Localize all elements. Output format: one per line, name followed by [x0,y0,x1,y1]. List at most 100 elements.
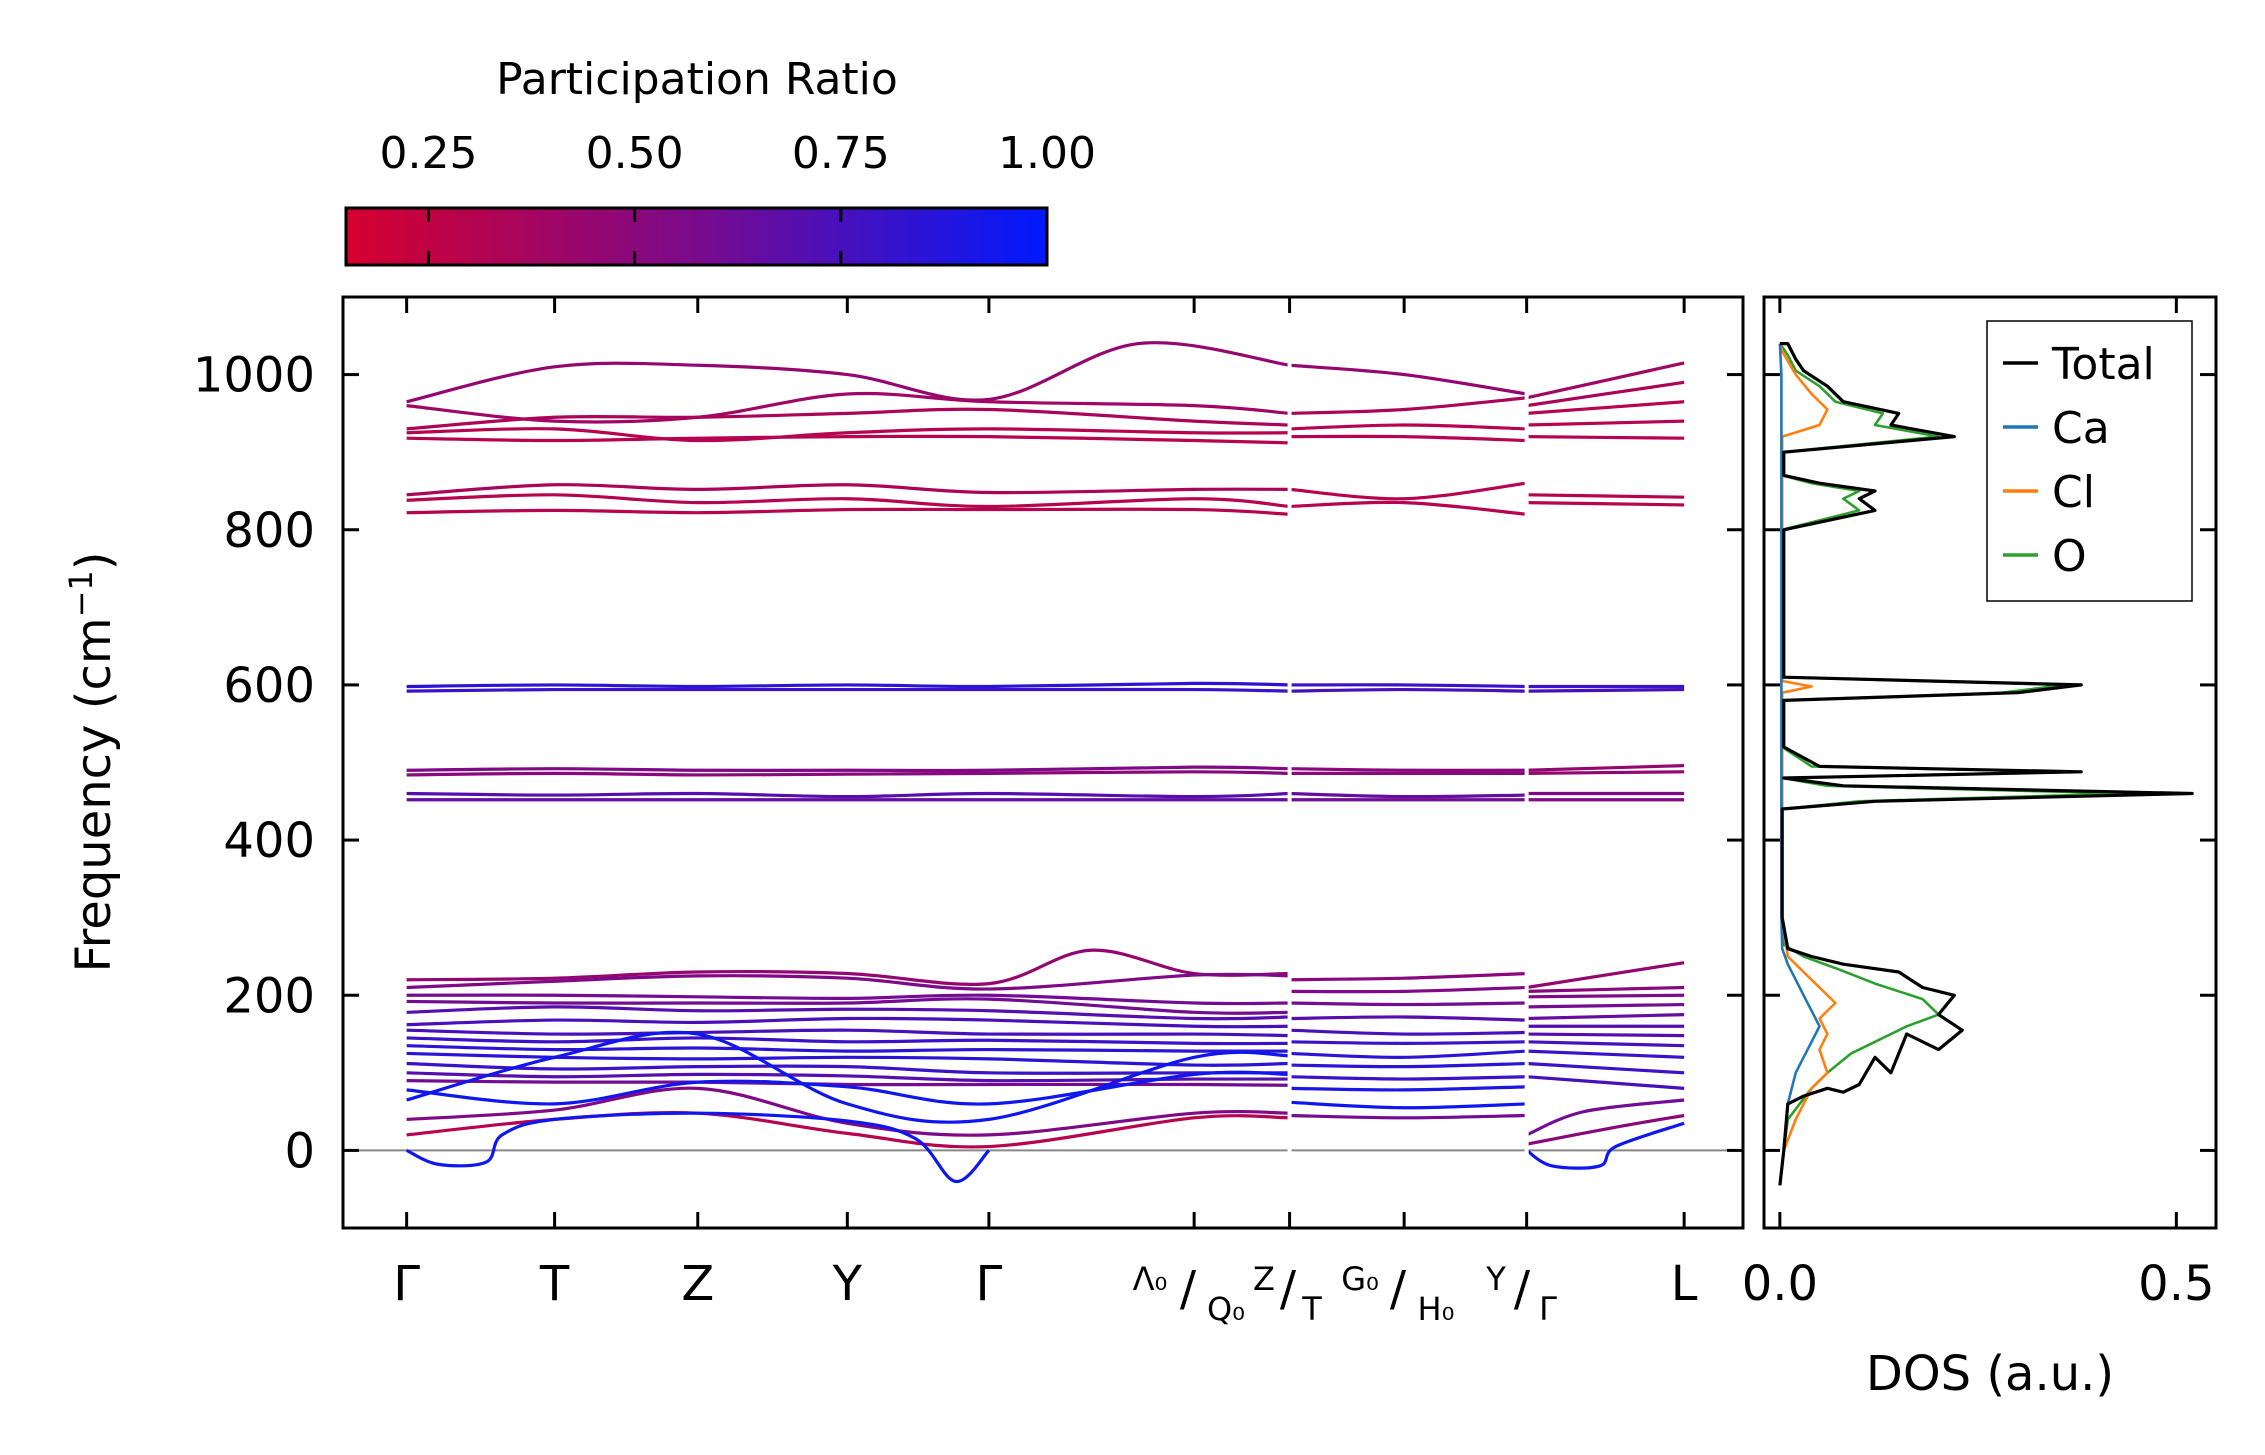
band-line [1526,985,1685,993]
break-label-2: G₀ / H₀ Y / Γ [1341,1260,1557,1328]
band-line [1526,764,1685,772]
band-line [1526,1013,1685,1021]
band-line [1289,481,1527,501]
break-label-1-bottom: Q₀ [1207,1290,1245,1328]
band-line [406,1086,1290,1137]
y-axis-label-sup: −1 [62,570,100,617]
k-tick-label: Y [832,1256,863,1312]
dos-axes-frame [1762,295,2218,1230]
band-line [1526,1002,1685,1009]
band-line [406,507,1290,516]
band-line [406,407,1290,431]
break-label-2-bottom: T [1301,1290,1322,1328]
dos-legend: Total Ca Cl O [1986,320,2193,602]
band-line [1526,1098,1685,1137]
band-line [1526,361,1685,400]
dos-ticks: 0.0 0.5 [1742,297,2216,1312]
colorbar-ticks: 0.25 0.50 0.75 1.00 [379,128,1096,265]
legend-label: Cl [2052,467,2095,518]
band-line [405,1111,991,1184]
band-line [1526,1061,1685,1075]
y-tick-label: 400 [223,813,315,869]
band-line [1526,493,1685,499]
band-line [406,434,1290,445]
y-tick-label: 1000 [193,348,315,404]
dos-x-axis-label: DOS (a.u.) [1866,1346,2114,1402]
break-label-2-top: Z [1253,1260,1275,1298]
segment-breaks [1287,357,1529,1173]
band-line [406,1071,1290,1083]
break-label-2-slash: / [1280,1261,1297,1317]
legend-label: Total [2051,339,2155,390]
k-tick-label: Z [681,1256,714,1312]
band-line [406,681,1290,689]
band-line [1526,1040,1685,1048]
k-tick-label: T [539,1256,570,1312]
band-line [406,341,1290,404]
break-label-4-bottom: Γ [1539,1290,1557,1328]
band-line [1289,1049,1527,1059]
break-label-1: Λ₀ / Q₀ Z / T [1133,1260,1323,1328]
band-line [1289,683,1527,689]
y-tick-label: 0 [284,1123,315,1179]
band-line [406,483,1290,497]
y-axis-label: Frequency (cm−1) [62,551,122,972]
band-line [1526,961,1685,990]
band-line [1525,1121,1685,1170]
band-line [1289,971,1527,982]
band-line [406,1005,1290,1021]
band-line [1289,1015,1527,1022]
band-line [1289,363,1527,396]
band-line [1526,435,1685,440]
colorbar: Participation Ratio 0.25 0.50 0.75 1.00 [344,54,1096,267]
band-line [1289,423,1527,431]
dos-series-total [1778,342,2194,1186]
k-tick-label: Γ [393,1256,420,1312]
colorbar-tick-label: 1.00 [998,128,1096,179]
band-line [1526,993,1685,999]
band-line [1526,1113,1685,1146]
legend-label: O [2052,531,2087,582]
band-line [406,791,1290,799]
break-label-3-bottom: H₀ [1418,1290,1455,1328]
band-line [406,391,1290,424]
band-line [1289,1075,1527,1081]
break-label-3-top: G₀ [1341,1260,1379,1298]
band-line [406,493,1290,509]
dos-x-tick-label: 0.0 [1742,1256,1818,1312]
band-line [1289,500,1527,516]
colorbar-tick-label: 0.50 [586,128,684,179]
band-line [406,765,1290,773]
break-label-1-slash: / [1180,1261,1197,1317]
band-line [1289,791,1527,799]
y-tick-label: 600 [223,658,315,714]
main-axes-frame [341,295,1745,1230]
band-line [406,948,1290,986]
band-line [406,687,1290,693]
break-label-4-slash: / [1514,1261,1531,1317]
band-line [406,1036,1290,1046]
band-line [1526,500,1685,507]
band-line [1289,396,1527,415]
band-line [406,1061,1290,1075]
band-line [406,993,1290,1006]
dos-lines [1778,342,2194,1186]
k-tick-label: Γ [976,1256,1003,1312]
band-line [1289,1100,1527,1110]
band-line [1526,1075,1685,1090]
band-line [406,972,1290,991]
band-line [1526,419,1685,427]
colorbar-gradient [344,206,1049,267]
band-line [1526,687,1685,693]
band-line [1289,1001,1527,1007]
band-line [1526,380,1685,408]
band-line [406,1051,1290,1067]
band-line [1289,1085,1527,1092]
dos-series-cl [1778,343,1837,1186]
break-label-3-slash: / [1390,1261,1407,1317]
dos-series-ca [1778,343,1821,1186]
dos-x-tick-label: 0.5 [2138,1256,2214,1312]
